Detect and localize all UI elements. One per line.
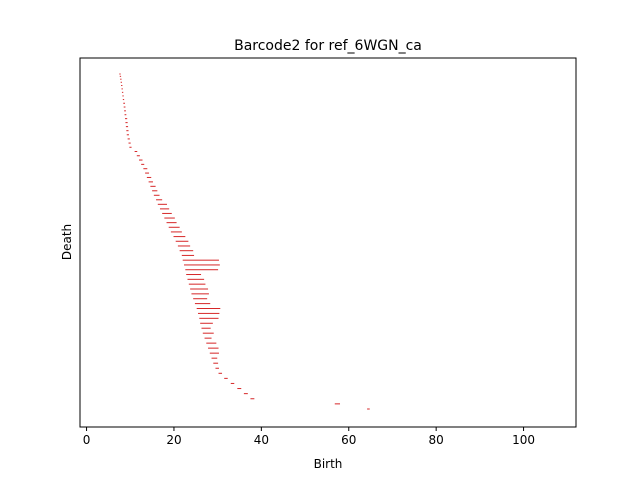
barcode-bar (185, 269, 219, 271)
barcode-bar (126, 130, 129, 132)
barcode-bar (159, 208, 170, 210)
barcode-bar (179, 250, 194, 252)
barcode-bar (146, 176, 152, 178)
barcode-bar (209, 352, 219, 354)
barcode-bar (187, 278, 205, 280)
barcode-bar (152, 190, 158, 192)
barcode-bar (153, 194, 160, 196)
barcode-bar (175, 240, 189, 242)
x-tick-label: 40 (254, 433, 269, 447)
barcode-bar (250, 398, 255, 400)
barcode-bar (206, 342, 217, 344)
barcode-bar (127, 138, 130, 140)
barcode-bar (168, 226, 180, 228)
barcode-bar (156, 199, 163, 201)
barcode-bar (190, 288, 209, 290)
barcode-bar (199, 317, 219, 319)
barcode-bar (243, 393, 248, 395)
barcode-bar (166, 222, 177, 224)
barcode-bar (170, 231, 182, 233)
barcode-bar (211, 357, 218, 359)
barcode-bar (119, 73, 121, 75)
barcode-bar (125, 126, 129, 128)
x-axis-label: Birth (314, 457, 343, 471)
barcode-bar (367, 408, 370, 410)
barcode-bar (193, 298, 208, 300)
barcode-bar (334, 403, 341, 405)
barcode-bar (123, 106, 126, 108)
barcode-bar (230, 382, 235, 384)
barcode-bar (122, 99, 125, 101)
barcode-bar (128, 142, 131, 144)
barcode-bar (196, 308, 221, 309)
barcode-bar (164, 217, 175, 219)
barcode-bar (177, 245, 191, 247)
barcode-bar (124, 114, 127, 116)
barcode-bar (237, 388, 242, 390)
barcode-bar (191, 293, 209, 295)
barcode-bar (173, 236, 186, 238)
x-axis: 0 20 40 60 80 100 (83, 427, 535, 447)
chart-title: Barcode2 for ref_6WGN_ca (234, 38, 422, 54)
barcode-bar (218, 372, 223, 374)
barcode-bar (121, 91, 124, 93)
barcode-bar (126, 134, 129, 136)
barcode-bar (194, 303, 211, 305)
x-tick-label: 60 (341, 433, 356, 447)
x-tick-label: 100 (512, 433, 535, 447)
barcode-bar (125, 118, 128, 120)
barcode-bar (213, 362, 219, 364)
barcode-bar (157, 203, 167, 205)
barcode-bar (200, 322, 213, 324)
barcode-bar (201, 327, 211, 329)
x-tick-label: 80 (429, 433, 444, 447)
barcode-bar (162, 212, 172, 214)
barcode-bar (121, 88, 123, 90)
barcode-bar (148, 181, 153, 183)
barcode-bar (129, 146, 132, 148)
barcode-bar (136, 155, 140, 157)
barcode-bar (124, 110, 126, 112)
barcode-bar (188, 283, 206, 285)
barcode-bar (186, 274, 202, 276)
barcode-bar (123, 102, 126, 104)
barcode-bar (145, 172, 150, 174)
barcode-bar (139, 159, 143, 161)
x-tick-label: 20 (166, 433, 181, 447)
barcode-bar (143, 168, 148, 170)
barcode-bar (204, 337, 212, 339)
barcode-bar (197, 312, 220, 314)
barcode-bar (224, 377, 228, 379)
barcode-bar (202, 332, 214, 334)
x-tick-label: 0 (83, 433, 91, 447)
bars-layer (119, 73, 370, 410)
barcode-bar (125, 122, 128, 124)
barcode-bar (182, 259, 219, 261)
barcode-bar (122, 95, 124, 97)
barcode-bar (134, 151, 138, 152)
plot-frame (79, 57, 577, 428)
barcode-bar (150, 185, 156, 187)
barcode-bar (184, 264, 220, 266)
barcode-bar (120, 78, 122, 80)
barcode-bar (119, 75, 122, 77)
barcode-bar (181, 254, 195, 256)
barcode-bar (208, 347, 219, 349)
barcode-bar (215, 367, 219, 369)
barcode-bar (121, 85, 123, 87)
barcode-bar (141, 163, 145, 165)
barcode-bar (120, 81, 122, 83)
y-axis-label: Death (60, 224, 74, 260)
